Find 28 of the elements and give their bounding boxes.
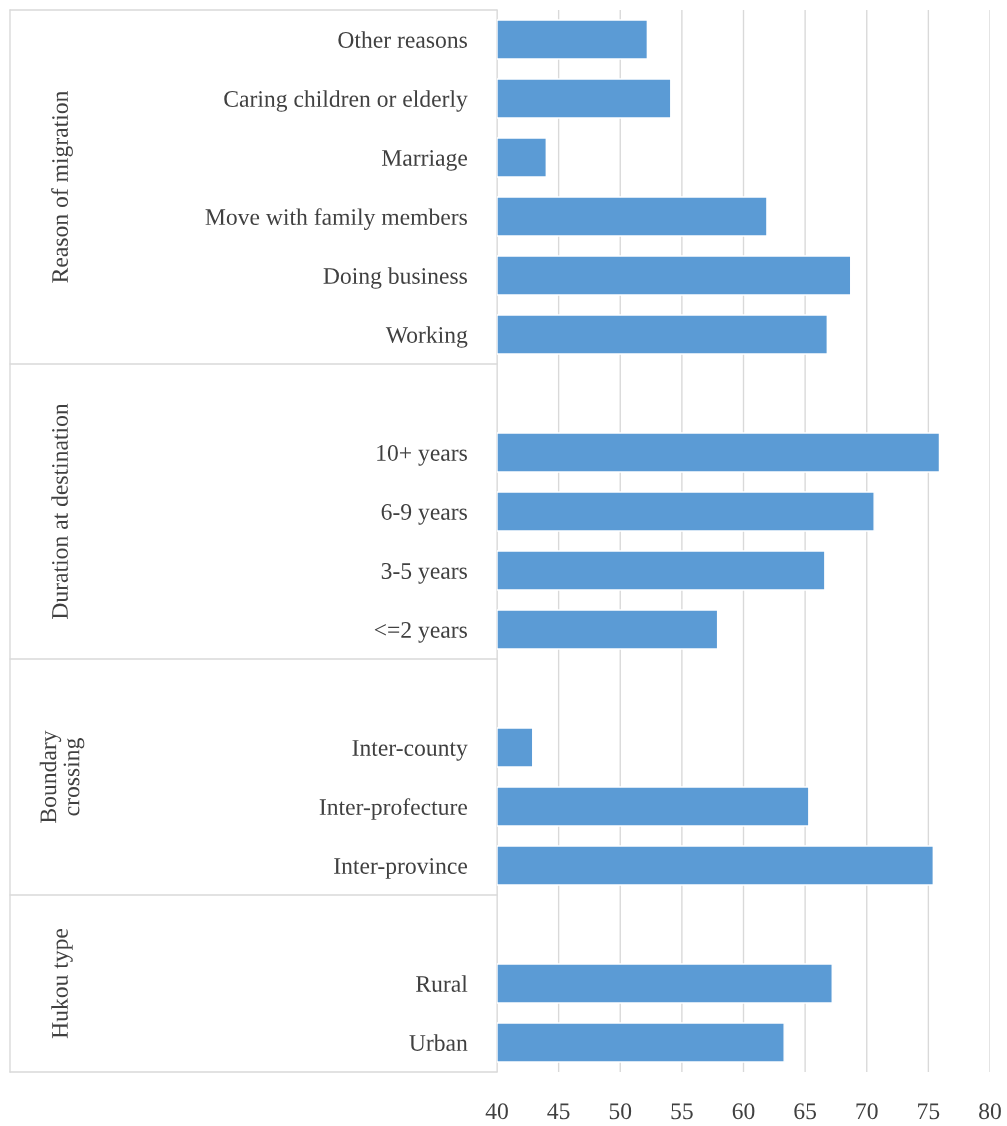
y-tick-label: Other reasons	[338, 31, 467, 48]
x-tick-label: 75	[918, 1103, 940, 1120]
y-tick-label: <=2 years	[374, 622, 467, 643]
y-tick-label: Doing business	[323, 267, 467, 289]
y-tick-label: 10+ years	[377, 444, 467, 466]
x-tick-label: 45	[547, 1103, 570, 1120]
y-tick-label: Inter-county	[352, 740, 468, 761]
y-tick-label: Inter-profecture	[319, 798, 468, 820]
text: Duration at destination	[51, 403, 68, 620]
x-tick-label: 70	[856, 1103, 878, 1120]
x-tick-label: 40	[485, 1103, 508, 1120]
text: Boundary crossing	[39, 730, 85, 823]
x-tick-label: 65	[794, 1103, 817, 1120]
x-tick-label: 60	[732, 1103, 755, 1120]
y-tick-label: Inter-province	[334, 858, 468, 879]
y-tick-label: 3-5 years	[381, 563, 467, 584]
x-tick-label: 80	[979, 1103, 1001, 1120]
y-tick-label: Move with family members	[205, 208, 467, 230]
y-tick-label: Urban	[409, 1034, 468, 1051]
y-tick-label: Rural	[416, 975, 468, 992]
y-tick-label: Caring children or elderly	[224, 90, 468, 112]
y-tick-label: Marriage	[381, 150, 468, 171]
text: Hukou type	[51, 928, 73, 1039]
x-tick-label: 55	[671, 1103, 693, 1120]
y-tick-label: Working	[385, 326, 468, 348]
x-tick-label: 50	[609, 1103, 632, 1120]
y-tick-label: 6-9 years	[381, 504, 467, 525]
text: Reason of migration	[51, 90, 73, 283]
